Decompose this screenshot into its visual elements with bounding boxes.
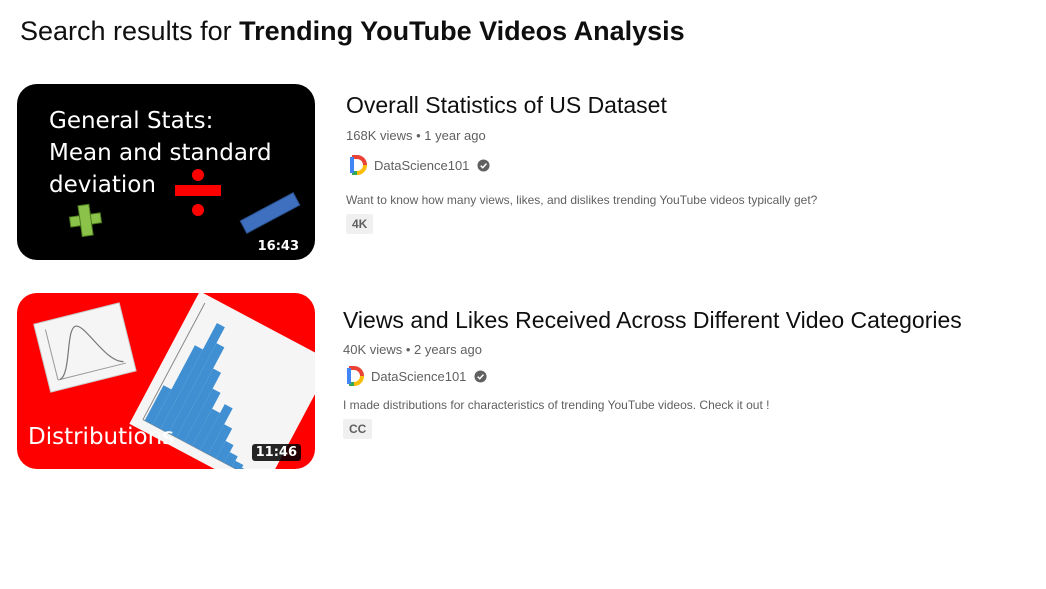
thumbnail-caption: Distributions [28, 424, 175, 450]
channel-row[interactable]: DataScience101 [346, 154, 1026, 176]
upload-age: 2 years ago [414, 342, 482, 357]
channel-name[interactable]: DataScience101 [374, 157, 470, 173]
view-count: 40K views [343, 342, 403, 357]
view-count: 168K views [346, 128, 413, 143]
verified-check-icon [477, 158, 490, 172]
minus-icon [239, 192, 301, 234]
video-title[interactable]: Views and Likes Received Across Differen… [343, 307, 962, 333]
search-prefix: Search results for [20, 16, 240, 46]
video-description: I made distributions for characteristics… [343, 398, 770, 412]
video-thumbnail[interactable]: General Stats: Mean and standard deviati… [17, 84, 315, 260]
video-result[interactable]: General Stats: Mean and standard deviati… [17, 84, 1027, 260]
video-info: Views and Likes Received Across Differen… [343, 293, 1023, 439]
thumbnail-caption: General Stats: Mean and standard deviati… [49, 108, 272, 198]
video-info: Overall Statistics of US Dataset 168K vi… [346, 84, 1026, 234]
plus-icon [68, 203, 103, 238]
video-thumbnail[interactable]: Distributions 11:46 [17, 293, 315, 469]
channel-logo-icon[interactable] [343, 365, 365, 387]
video-duration: 11:46 [251, 444, 301, 461]
video-description: Want to know how many views, likes, and … [346, 193, 818, 207]
verified-check-icon [474, 369, 487, 383]
divide-icon [175, 169, 221, 216]
video-meta: 168K views • 1 year ago [346, 128, 486, 143]
thumbnail-math-symbols [68, 169, 301, 238]
search-results-heading: Search results for Trending YouTube Vide… [20, 14, 685, 48]
video-duration: 16:43 [253, 238, 303, 255]
bell-curve-plot [33, 302, 137, 393]
channel-name[interactable]: DataScience101 [371, 368, 467, 384]
thumbnail-distribution-graphics [33, 293, 315, 469]
captions-badge: CC [343, 419, 373, 439]
upload-age: 1 year ago [424, 128, 486, 143]
channel-row[interactable]: DataScience101 [343, 365, 1023, 387]
video-title[interactable]: Overall Statistics of US Dataset [346, 92, 667, 118]
channel-logo-icon[interactable] [346, 154, 368, 176]
video-meta: 40K views • 2 years ago [343, 342, 482, 357]
histogram-plot [129, 293, 315, 469]
quality-badge: 4K [346, 214, 374, 234]
video-result[interactable]: Distributions 11:46 Views and Likes Rece… [17, 293, 1027, 469]
search-query: Trending YouTube Videos Analysis [239, 16, 685, 46]
